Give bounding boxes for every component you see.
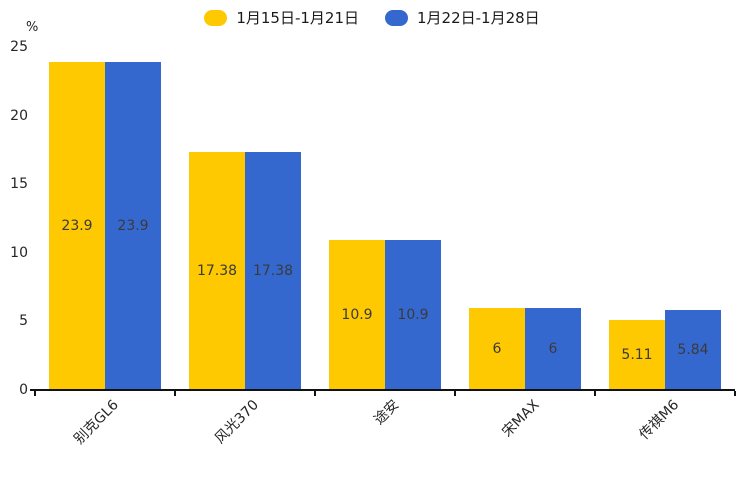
- legend-label: 1月15日-1月21日: [236, 9, 359, 27]
- bar-week1: 10.9: [329, 240, 385, 390]
- y-axis-unit-label: %: [26, 20, 39, 35]
- y-tick-label: 10: [10, 244, 28, 261]
- bar-week1: 23.9: [49, 62, 105, 390]
- bar-week1: 6: [469, 307, 525, 390]
- bar-value-label: 6: [492, 340, 502, 357]
- bar-value-label: 5.84: [677, 341, 709, 358]
- y-tick-label: 0: [19, 382, 28, 398]
- legend-item: 1月22日-1月28日: [385, 9, 540, 27]
- y-tick-label: 5: [19, 313, 28, 330]
- x-tick: [734, 391, 736, 396]
- legend-label: 1月22日-1月28日: [417, 9, 540, 27]
- y-tick-label: 25: [10, 39, 28, 55]
- bar-value-label: 17.38: [196, 262, 238, 279]
- bar-value-label: 6: [548, 340, 558, 357]
- category-label: 宋MAX: [499, 397, 543, 441]
- bar-week2: 5.84: [665, 309, 721, 390]
- y-tick-label: 15: [10, 176, 28, 193]
- legend-item: 1月15日-1月21日: [204, 9, 359, 27]
- bar-week2: 6: [525, 307, 581, 390]
- bar-value-label: 23.9: [117, 218, 149, 235]
- category-label: 途安: [371, 397, 403, 429]
- x-axis-line: [30, 389, 735, 391]
- bar-week1: 5.11: [609, 319, 665, 390]
- x-tick: [34, 391, 36, 396]
- legend-swatch-icon: [385, 10, 408, 26]
- bar-value-label: 17.38: [252, 262, 294, 279]
- x-tick: [174, 391, 176, 396]
- category-label: 传祺M6: [636, 397, 683, 443]
- legend: 1月15日-1月21日 1月22日-1月28日: [0, 8, 744, 28]
- category-label: 风光370: [212, 397, 263, 448]
- bar-week2: 10.9: [385, 240, 441, 390]
- bar-value-label: 10.9: [341, 307, 373, 324]
- bar-week1: 17.38: [189, 151, 245, 390]
- bar-week2: 23.9: [105, 62, 161, 390]
- bar-value-label: 10.9: [397, 307, 429, 324]
- x-tick: [314, 391, 316, 396]
- legend-swatch-icon: [204, 10, 228, 26]
- category-label: 别克GL6: [71, 397, 123, 448]
- x-tick: [454, 391, 456, 396]
- bar-value-label: 5.11: [621, 346, 653, 363]
- y-tick-label: 20: [10, 107, 28, 124]
- x-tick: [594, 391, 596, 396]
- bar-value-label: 23.9: [61, 218, 93, 235]
- bar-week2: 17.38: [245, 151, 301, 390]
